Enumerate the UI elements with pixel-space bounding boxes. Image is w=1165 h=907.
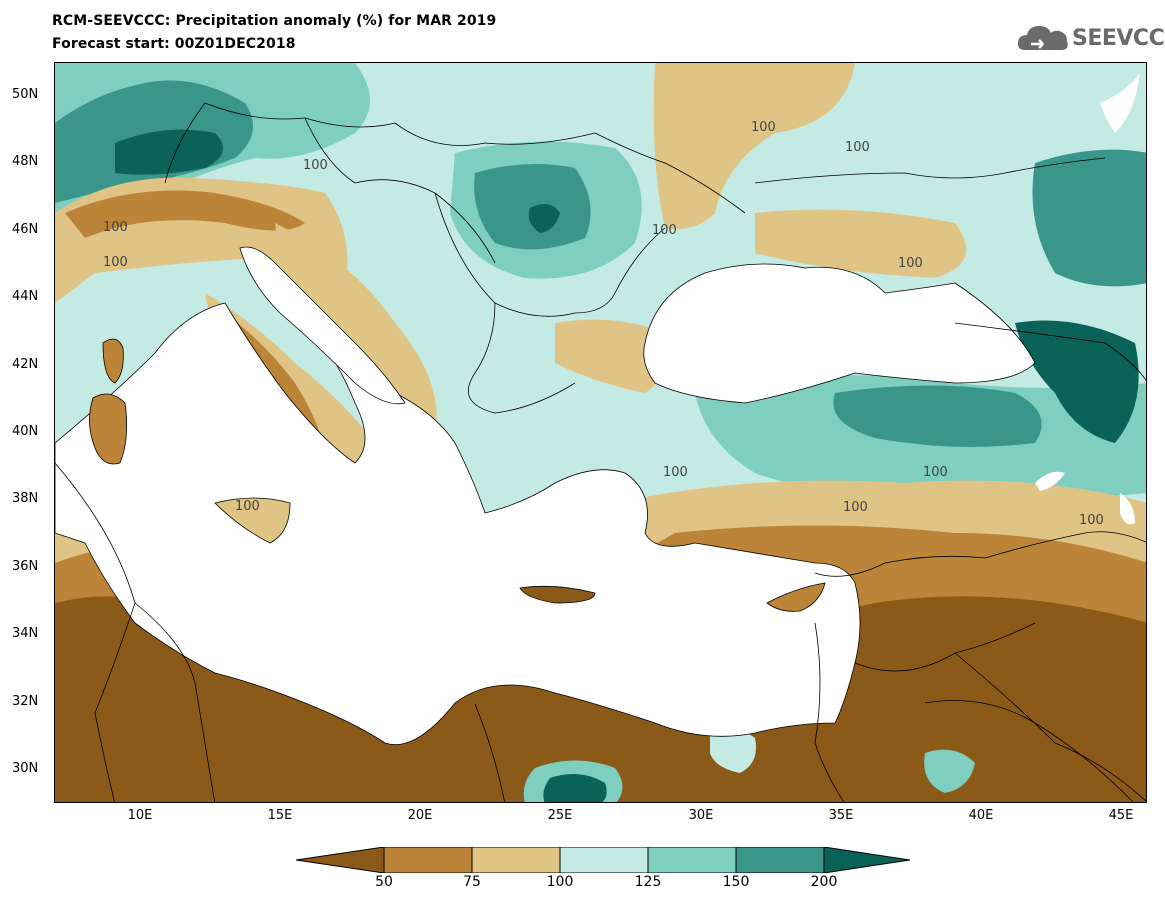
longitude-label: 25E bbox=[547, 808, 573, 823]
colorbar-label: 100 bbox=[546, 874, 574, 890]
sicily bbox=[214, 497, 291, 544]
extreme-wet-region-caucasus bbox=[1015, 320, 1139, 443]
latitude-label: 46N bbox=[12, 222, 39, 237]
latitude-label: 36N bbox=[12, 559, 39, 574]
seevccc-logo: SEEVCCC bbox=[1017, 22, 1165, 56]
corsica bbox=[102, 338, 124, 384]
colorbar-segment bbox=[559, 847, 649, 873]
colorbar-label: 200 bbox=[810, 874, 838, 890]
black-sea bbox=[643, 263, 1036, 404]
country-borders bbox=[55, 102, 1146, 802]
dry-region-ukraine bbox=[653, 63, 855, 229]
wet-pocket-arabia bbox=[924, 749, 975, 793]
latitude-label: 32N bbox=[12, 694, 39, 709]
longitude-label: 10E bbox=[127, 808, 153, 823]
dry-region-crimea bbox=[755, 209, 967, 278]
colorbar-segment bbox=[647, 847, 737, 873]
contour-label: 100 bbox=[235, 499, 260, 514]
longitude-label: 35E bbox=[828, 808, 854, 823]
sardinia bbox=[89, 393, 128, 465]
cloud-icon bbox=[1017, 26, 1068, 50]
colorbar-label: 50 bbox=[375, 874, 393, 890]
colorbar-segment bbox=[383, 847, 473, 873]
crete bbox=[519, 585, 596, 604]
wet-pocket-nile bbox=[710, 729, 756, 773]
latitude-label: 50N bbox=[12, 87, 39, 102]
contour-label: 100 bbox=[303, 158, 328, 173]
dry-region-bulgaria bbox=[555, 319, 668, 393]
longitude-label: 45E bbox=[1108, 808, 1134, 823]
contour-label: 100 bbox=[751, 120, 776, 135]
contour-label: 100 bbox=[843, 500, 868, 515]
contour-label: 100 bbox=[898, 256, 923, 271]
extreme-wet-region-alps-north bbox=[115, 129, 223, 175]
longitude-label: 30E bbox=[688, 808, 714, 823]
adriatic-sea bbox=[239, 246, 406, 405]
longitude-label: 15E bbox=[267, 808, 293, 823]
contour-label: 100 bbox=[663, 465, 688, 480]
contour-label: 100 bbox=[652, 223, 677, 238]
dry-region-balkans bbox=[275, 223, 437, 433]
colorbar-label: 150 bbox=[722, 874, 750, 890]
very-wet-region-turkey bbox=[833, 385, 1042, 447]
latitude-label: 30N bbox=[12, 761, 39, 776]
longitude-label: 40E bbox=[968, 808, 994, 823]
missing-data-mark bbox=[1035, 471, 1065, 491]
contour-label: 100 bbox=[1079, 513, 1104, 528]
forecast-start-label: Forecast start: 00Z01DEC2018 bbox=[52, 36, 296, 52]
mediterranean-sea bbox=[55, 302, 861, 745]
contour-label: 100 bbox=[103, 220, 128, 235]
latitude-label: 44N bbox=[12, 289, 39, 304]
extreme-wet-pocket-egypt bbox=[543, 774, 607, 802]
colorbar-label: 75 bbox=[463, 874, 481, 890]
contour-label: 100 bbox=[845, 140, 870, 155]
cyprus bbox=[766, 582, 826, 612]
colorbar-segment bbox=[823, 847, 910, 873]
contour-label: 100 bbox=[103, 255, 128, 270]
latitude-label: 42N bbox=[12, 357, 39, 372]
logo-text: SEEVCCC bbox=[1072, 26, 1165, 51]
latitude-label: 34N bbox=[12, 626, 39, 641]
latitude-label: 38N bbox=[12, 491, 39, 506]
contour-labels: 100 100 100 100 100 100 100 100 100 100 … bbox=[103, 120, 1104, 528]
longitude-label: 20E bbox=[407, 808, 433, 823]
map-title: RCM-SEEVCCC: Precipitation anomaly (%) f… bbox=[52, 13, 497, 29]
colorbar-segment bbox=[471, 847, 561, 873]
extreme-wet-region-carpathians bbox=[528, 204, 560, 233]
colorbar-label: 125 bbox=[634, 874, 662, 890]
very-wet-region-russia bbox=[1032, 149, 1146, 287]
colorbar-segment bbox=[735, 847, 825, 873]
contour-label: 100 bbox=[923, 465, 948, 480]
missing-data-mark bbox=[1100, 73, 1140, 133]
very-wet-region-carpathians bbox=[474, 164, 591, 250]
latitude-label: 40N bbox=[12, 424, 39, 439]
latitude-label: 48N bbox=[12, 154, 39, 169]
precipitation-anomaly-map: 100 100 100 100 100 100 100 100 100 100 … bbox=[54, 62, 1147, 803]
colorbar-segment bbox=[296, 847, 385, 873]
missing-data-mark bbox=[1120, 493, 1135, 525]
dry-core-alps bbox=[65, 190, 305, 238]
colorbar bbox=[296, 847, 910, 873]
